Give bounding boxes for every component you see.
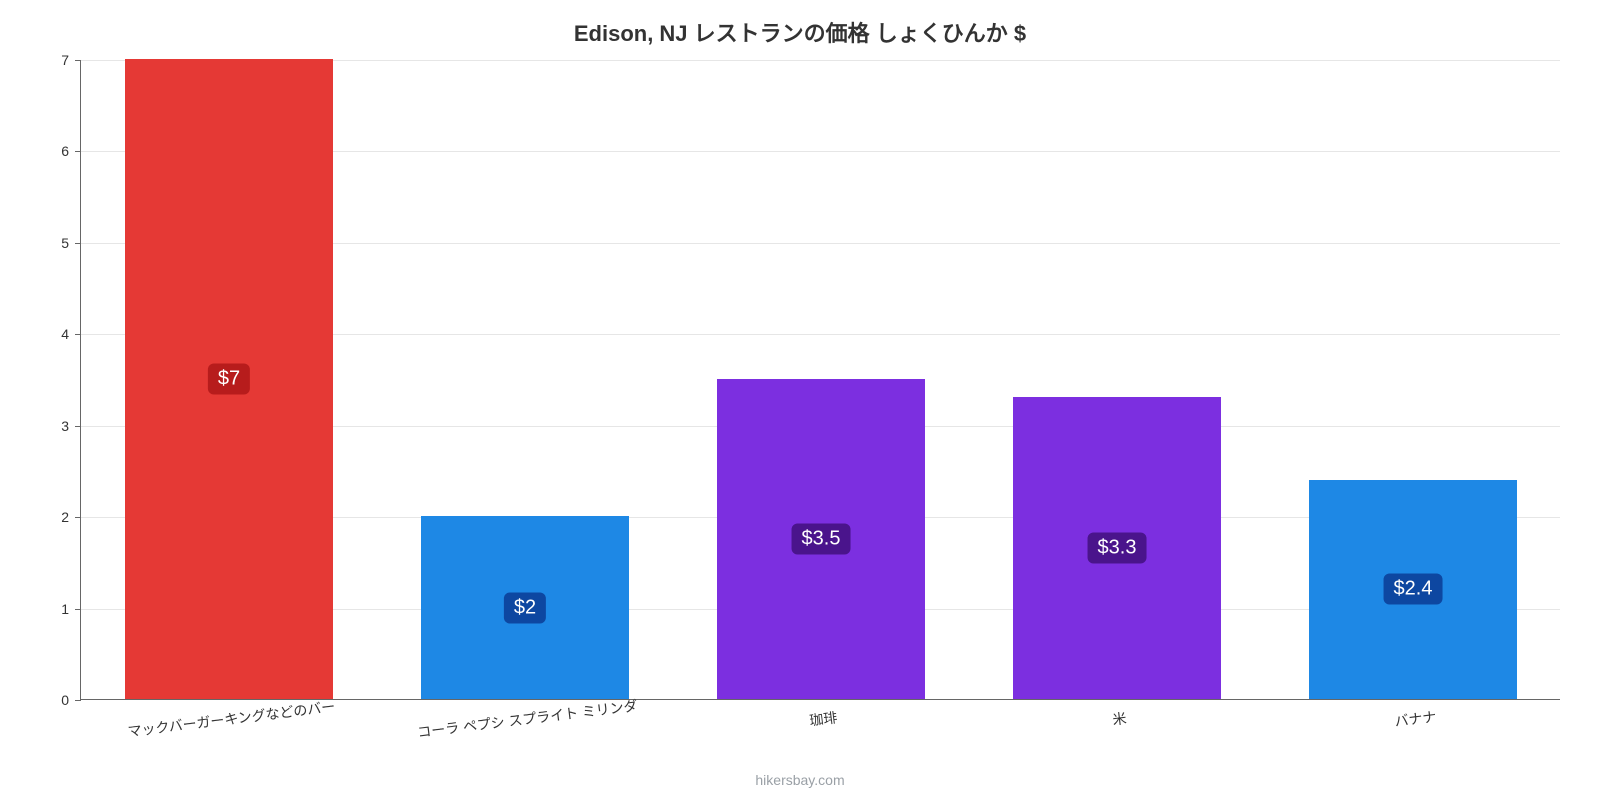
y-tick-label: 0 bbox=[61, 692, 81, 708]
y-tick-label: 6 bbox=[61, 143, 81, 159]
y-tick-label: 2 bbox=[61, 509, 81, 525]
bar: $3.3 bbox=[1013, 397, 1220, 699]
y-tick-label: 3 bbox=[61, 418, 81, 434]
y-tick-label: 1 bbox=[61, 601, 81, 617]
x-tick-label: バナナ bbox=[1392, 696, 1437, 731]
value-badge: $2 bbox=[504, 592, 546, 623]
value-badge: $7 bbox=[208, 364, 250, 395]
chart-container: Edison, NJ レストランの価格 しょくひんか $ 01234567$7マ… bbox=[0, 0, 1600, 800]
bar: $2 bbox=[421, 516, 628, 699]
bar: $3.5 bbox=[717, 379, 924, 699]
bar: $2.4 bbox=[1309, 480, 1516, 699]
value-badge: $3.5 bbox=[792, 524, 851, 555]
attribution-label: hikersbay.com bbox=[0, 772, 1600, 788]
x-tick-label: 珈琲 bbox=[807, 697, 838, 730]
value-badge: $2.4 bbox=[1384, 574, 1443, 605]
plot-area: 01234567$7マックバーガーキングなどのバー$2コーラ ペプシ スプライト… bbox=[80, 60, 1560, 700]
y-tick-label: 4 bbox=[61, 326, 81, 342]
y-tick-label: 7 bbox=[61, 52, 81, 68]
x-tick-label: 米 bbox=[1110, 698, 1128, 729]
bar: $7 bbox=[125, 59, 332, 699]
y-tick-label: 5 bbox=[61, 235, 81, 251]
value-badge: $3.3 bbox=[1088, 533, 1147, 564]
chart-title: Edison, NJ レストランの価格 しょくひんか $ bbox=[0, 16, 1600, 48]
